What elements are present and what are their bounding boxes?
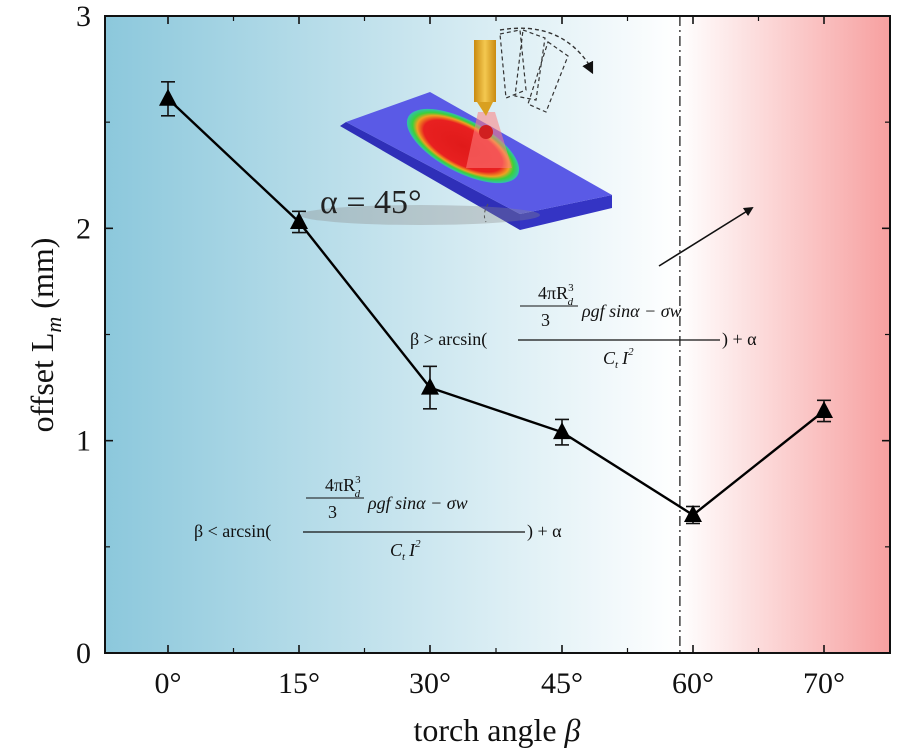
formula-upper-num-top: 4πR3 d (538, 282, 574, 308)
formula-lower-den: Ct I2 (390, 538, 421, 563)
formula-lower: β < arcsin( 4πR3 d 3 ρgf sinα − σw Ct I2 )… (194, 474, 562, 563)
x-axis-title-symbol: β (564, 712, 581, 748)
torch-tip (477, 102, 493, 116)
x-axis-title: torch angle β (414, 712, 581, 748)
y-axis: 0 1 2 3 (76, 0, 890, 670)
y-tick-label: 0 (76, 637, 91, 670)
torch-body (474, 40, 496, 102)
y-tick-label: 1 (76, 425, 91, 458)
formula-lower-num-div: 3 (328, 502, 337, 522)
arc-cone (466, 112, 512, 168)
plot-background (105, 16, 890, 653)
ghost-arrow (582, 60, 594, 75)
y-axis-title-main: offset L (24, 333, 60, 433)
alpha-arc (483, 203, 489, 223)
data-point (290, 211, 308, 229)
y-axis-title-sub: m (41, 317, 66, 333)
formula-lower-num-top: 4πR3 d (325, 474, 361, 500)
formula-lower-tail: ) + α (527, 521, 562, 542)
formula-upper-den: Ct I2 (603, 346, 634, 371)
formula-upper: β > arcsin( 4πR3 d 3 ρgf sinα − σw Ct I2 )… (410, 282, 757, 371)
series-line-offset (167, 97, 825, 517)
x-tick-label: 60° (672, 667, 714, 700)
data-point (159, 88, 177, 106)
formula-upper-num-div: 3 (541, 310, 550, 330)
plate-side (340, 122, 520, 230)
y-axis-title: offset Lm (mm) (24, 238, 66, 433)
x-tick-label: 30° (409, 667, 451, 700)
data-point (553, 422, 571, 440)
y-tick-label: 3 (76, 0, 91, 33)
plate-end (520, 195, 612, 230)
data-point (684, 504, 702, 522)
alpha-label: α = 45° (320, 184, 422, 221)
plate-shadow (300, 205, 540, 225)
x-tick-label: 70° (803, 667, 845, 700)
x-axis: 0° 15° 30° 45° 60° 70° (155, 16, 845, 700)
formula-upper-rel: β > arcsin( (410, 329, 487, 350)
x-tick-label: 15° (278, 667, 320, 700)
welding-schematic: α = 45° (300, 27, 612, 230)
data-point (815, 400, 833, 418)
y-axis-title-unit: (mm) (24, 238, 60, 309)
formula-upper-tail: ) + α (722, 329, 757, 350)
formula-lower-num-rest: ρgf sinα − σw (367, 493, 468, 513)
x-tick-label: 0° (155, 667, 182, 700)
formula-upper-num-rest: ρgf sinα − σw (581, 301, 682, 321)
trend-arrow (658, 206, 754, 267)
x-tick-label: 45° (541, 667, 583, 700)
data-series (159, 81, 833, 525)
data-point (421, 377, 439, 395)
torch-ghost-positions (499, 27, 591, 113)
formula-lower-rel: β < arcsin( (194, 521, 271, 542)
arc-spot (479, 125, 493, 139)
y-tick-label: 2 (76, 212, 91, 245)
